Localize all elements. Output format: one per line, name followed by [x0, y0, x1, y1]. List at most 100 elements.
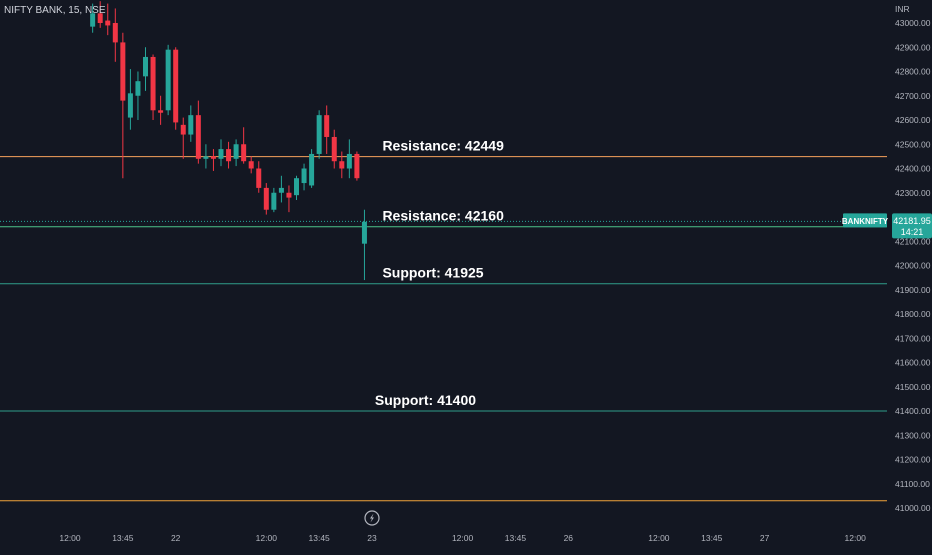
candle-body [90, 13, 96, 27]
candle-body [180, 124, 186, 135]
symbol-label[interactable]: NIFTY BANK, 15, NSE [4, 5, 106, 16]
candle [158, 95, 164, 125]
candle [226, 141, 232, 169]
time-tick-label: 13:45 [701, 533, 723, 543]
candle-body [233, 144, 239, 159]
candle [256, 161, 262, 193]
price-tick-label: 42000.00 [895, 261, 931, 271]
candle-body [316, 115, 322, 154]
price-tick-label: 42700.00 [895, 91, 931, 101]
candle [346, 139, 352, 179]
candle [271, 187, 277, 213]
candle-body [97, 13, 103, 23]
candle-body [120, 42, 126, 101]
price-axis-currency: INR [895, 4, 910, 14]
candle-body [301, 168, 307, 184]
price-tick-label: 41200.00 [895, 455, 931, 465]
candle [105, 3, 111, 36]
candle-body [346, 153, 352, 169]
candle [210, 149, 216, 171]
candle-body [271, 192, 277, 210]
candle-body [112, 23, 118, 43]
time-tick-label: 12:00 [648, 533, 670, 543]
time-tick-label: 26 [564, 533, 574, 543]
candle [294, 175, 299, 201]
price-tick-label: 43000.00 [895, 18, 931, 28]
candle [286, 185, 292, 213]
candle-body [263, 187, 269, 210]
price-tick-label: 41100.00 [895, 479, 930, 489]
candle-body [150, 56, 156, 111]
candle [301, 163, 307, 191]
candle [90, 3, 96, 33]
candle [361, 209, 367, 281]
candle-body [165, 49, 171, 111]
candle-body [203, 156, 209, 159]
candle-body [324, 115, 330, 137]
candle-body [256, 168, 262, 188]
candle [331, 129, 337, 169]
candle-body [286, 192, 292, 198]
candle [120, 32, 126, 179]
candle-body [127, 93, 133, 118]
price-tag-countdown: 14:21 [901, 227, 924, 237]
candle-body [135, 81, 141, 96]
price-tick-label: 41500.00 [895, 382, 931, 392]
time-tick-label: 13:45 [309, 533, 331, 543]
candle [150, 54, 156, 120]
candle [180, 117, 186, 159]
symbol-tag-box [843, 213, 887, 228]
candle-body [105, 20, 111, 26]
candle [188, 105, 194, 142]
time-tick-label: 12:00 [59, 533, 81, 543]
price-tag-value: 42181.95 [893, 216, 931, 226]
candle-body [294, 178, 299, 196]
price-tick-label: 41600.00 [895, 358, 931, 368]
level-label: Resistance: 42160 [382, 208, 504, 224]
candle-body [173, 49, 179, 123]
candle [203, 144, 209, 169]
candle [248, 156, 254, 174]
price-tick-label: 42100.00 [895, 236, 931, 246]
candle-body [354, 153, 360, 179]
levels: Resistance: 42449 Resistance: 42160 Suppor… [0, 138, 887, 502]
time-tick-label: 13:45 [112, 533, 134, 543]
time-tick-label: 12:00 [845, 533, 867, 543]
price-tick-label: 42500.00 [895, 139, 931, 149]
candle [165, 44, 171, 116]
level-label: Support: 41400 [375, 392, 476, 408]
event-marker-ring [364, 510, 380, 526]
price-tick-label: 41400.00 [895, 406, 931, 416]
candle [309, 149, 315, 188]
candle-body [331, 136, 337, 162]
time-tick-label: 12:00 [256, 533, 278, 543]
candle [278, 175, 284, 203]
candle [218, 139, 224, 167]
symbol-tag-text: BANKNIFTY [842, 217, 889, 226]
level-label: Support: 41925 [382, 265, 483, 281]
price-tick-label: 41700.00 [895, 333, 931, 343]
price-tick-label: 41300.00 [895, 430, 931, 440]
candle [263, 183, 269, 215]
candle [354, 151, 360, 181]
lightning-icon[interactable] [364, 510, 380, 526]
candle [233, 139, 239, 167]
candle [143, 47, 148, 91]
candle [316, 110, 322, 159]
candle [135, 71, 141, 120]
candle-body [241, 144, 247, 162]
time-tick-label: 23 [367, 533, 377, 543]
candle-body [195, 115, 201, 159]
price-tick-label: 42400.00 [895, 164, 931, 174]
candles [90, 1, 367, 281]
candle-body [309, 153, 315, 186]
time-tick-label: 12:00 [452, 533, 474, 543]
price-tick-label: 42900.00 [895, 42, 931, 52]
candle [241, 127, 247, 164]
time-axis: 12:00 13:45 22 12:00 13:45 23 12:00 13:45 26 12:0… [59, 533, 866, 543]
candle-body [248, 161, 254, 169]
candle [97, 1, 103, 28]
